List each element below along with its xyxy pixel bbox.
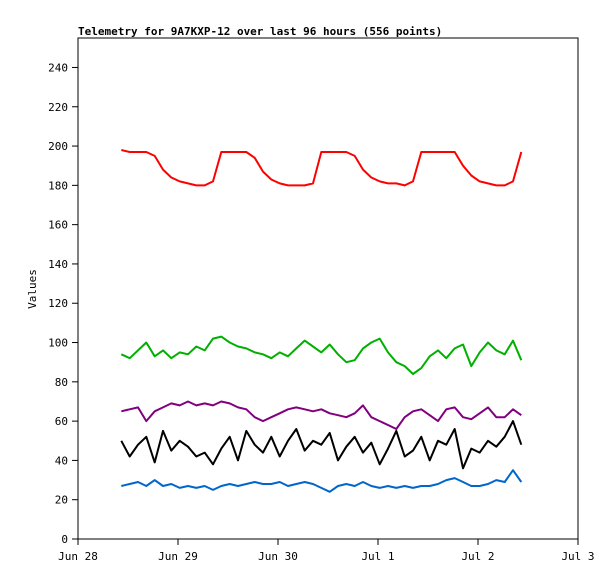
y-tick-label: 200 [48,140,68,153]
y-tick-label: 100 [48,337,68,350]
y-tick-label: 20 [55,494,68,507]
series-line-green [120,335,523,375]
series-line-purple [121,400,522,430]
y-tick-label: 60 [55,415,68,428]
y-tick-label: 40 [55,454,68,467]
plot-area [77,37,579,540]
x-tick-label: Jul 2 [461,550,494,563]
y-tick-label: 120 [48,297,68,310]
y-tick-label: 240 [48,61,68,74]
y-axis-label: Values [26,269,39,309]
x-tick-label: Jun 30 [258,550,298,563]
y-tick-label: 180 [48,179,68,192]
y-tick-label: 160 [48,219,68,232]
x-tick-label: Jun 28 [58,550,98,563]
y-tick-label: 0 [61,533,68,546]
series-line-black [120,420,523,470]
y-tick-label: 80 [55,376,68,389]
series-line-red [121,149,523,187]
x-tick-label: Jul 1 [361,550,394,563]
chart-title: Telemetry for 9A7KXP-12 over last 96 hou… [78,25,442,38]
y-tick-label: 220 [48,101,68,114]
x-tick-label: Jun 29 [158,550,198,563]
x-tick-label: Jul 3 [561,550,594,563]
series-line-blue [121,469,523,493]
y-tick-label: 140 [48,258,68,271]
